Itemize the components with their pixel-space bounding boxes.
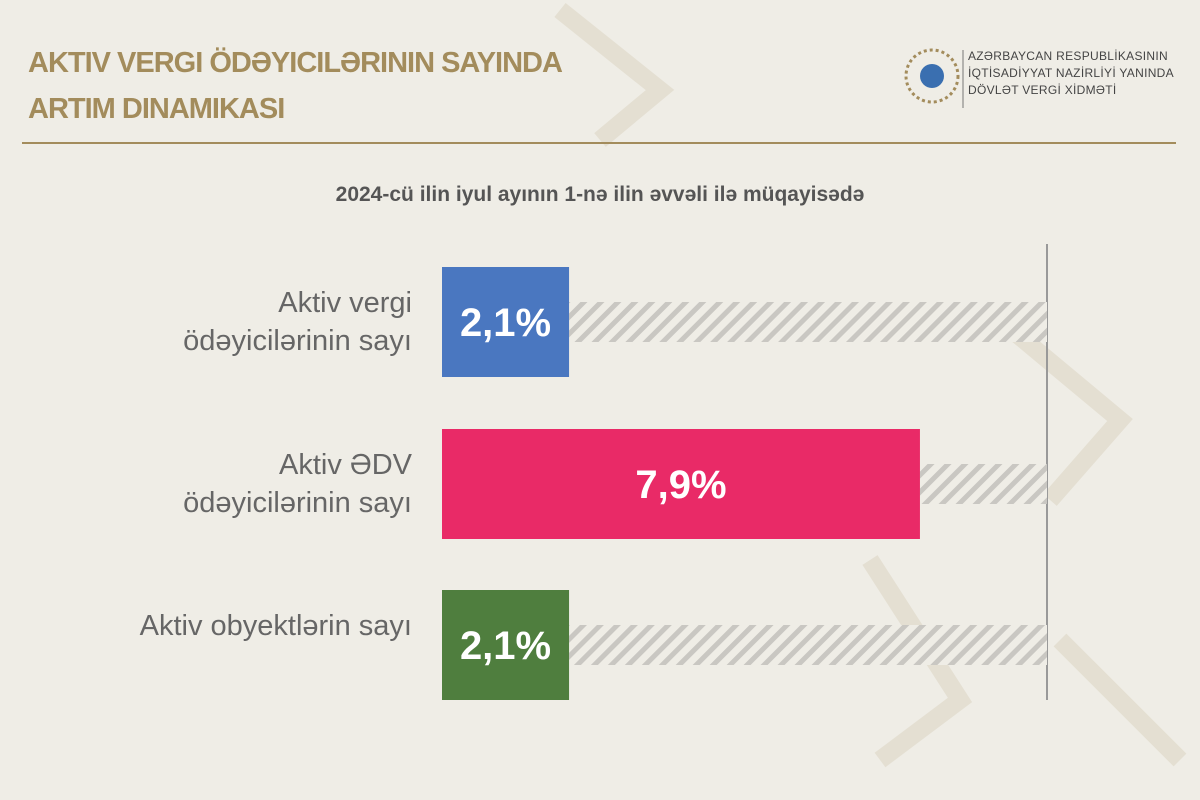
bar: [442, 267, 570, 377]
logo-line: İQTİSADİYYAT NAZİRLİYİ YANINDA: [968, 66, 1174, 80]
background-ornament: [554, 2, 1187, 768]
category-label: Aktiv obyektlərin sayı: [139, 610, 412, 642]
track: [569, 625, 1047, 665]
logo-emblem: [904, 48, 960, 104]
value-label: 7,9%: [635, 463, 726, 507]
logo-emblem-center: [920, 64, 944, 88]
bar: [442, 590, 570, 700]
track: [919, 464, 1047, 504]
logo-line: AZƏRBAYCAN RESPUBLİKASININ: [968, 49, 1168, 63]
category-label: Aktiv ƏDV ödəyicilərinin sayı: [183, 449, 412, 519]
track: [569, 302, 1047, 342]
category-label: Aktiv vergi ödəyicilərinin sayı: [183, 287, 412, 357]
value-label: 2,1%: [460, 624, 551, 668]
value-label: 2,1%: [460, 301, 551, 345]
subtitle: 2024-cü ilin iyul ayının 1-nə ilin əvvəl…: [335, 183, 865, 206]
logo-line: DÖVLƏT VERGİ XİDMƏTİ: [968, 83, 1117, 97]
logo-text: AZƏRBAYCAN RESPUBLİKASININ İQTİSADİYYAT …: [968, 48, 1174, 99]
title: AKTIV VERGI ÖDƏYICILƏRININ SAYINDA ARTIM…: [28, 47, 562, 125]
bar: [442, 429, 920, 539]
